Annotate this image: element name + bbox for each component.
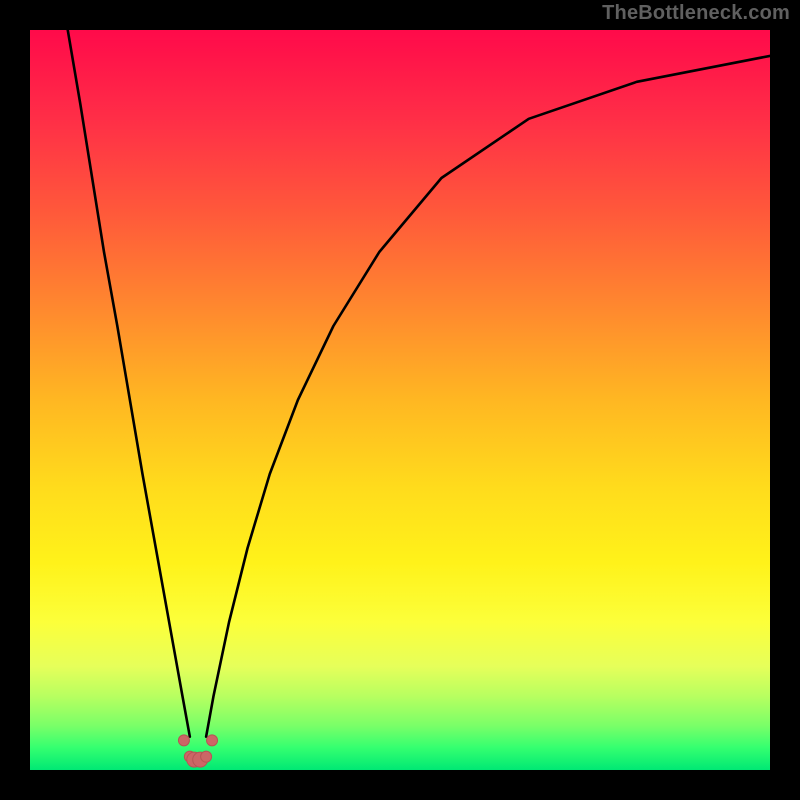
marker-point bbox=[207, 735, 218, 746]
bottleneck-chart bbox=[0, 0, 800, 800]
watermark-text: TheBottleneck.com bbox=[602, 2, 790, 25]
figure-container: TheBottleneck.com bbox=[0, 0, 800, 800]
gradient-background bbox=[30, 30, 770, 770]
marker-point bbox=[178, 735, 189, 746]
marker-point bbox=[201, 751, 212, 762]
